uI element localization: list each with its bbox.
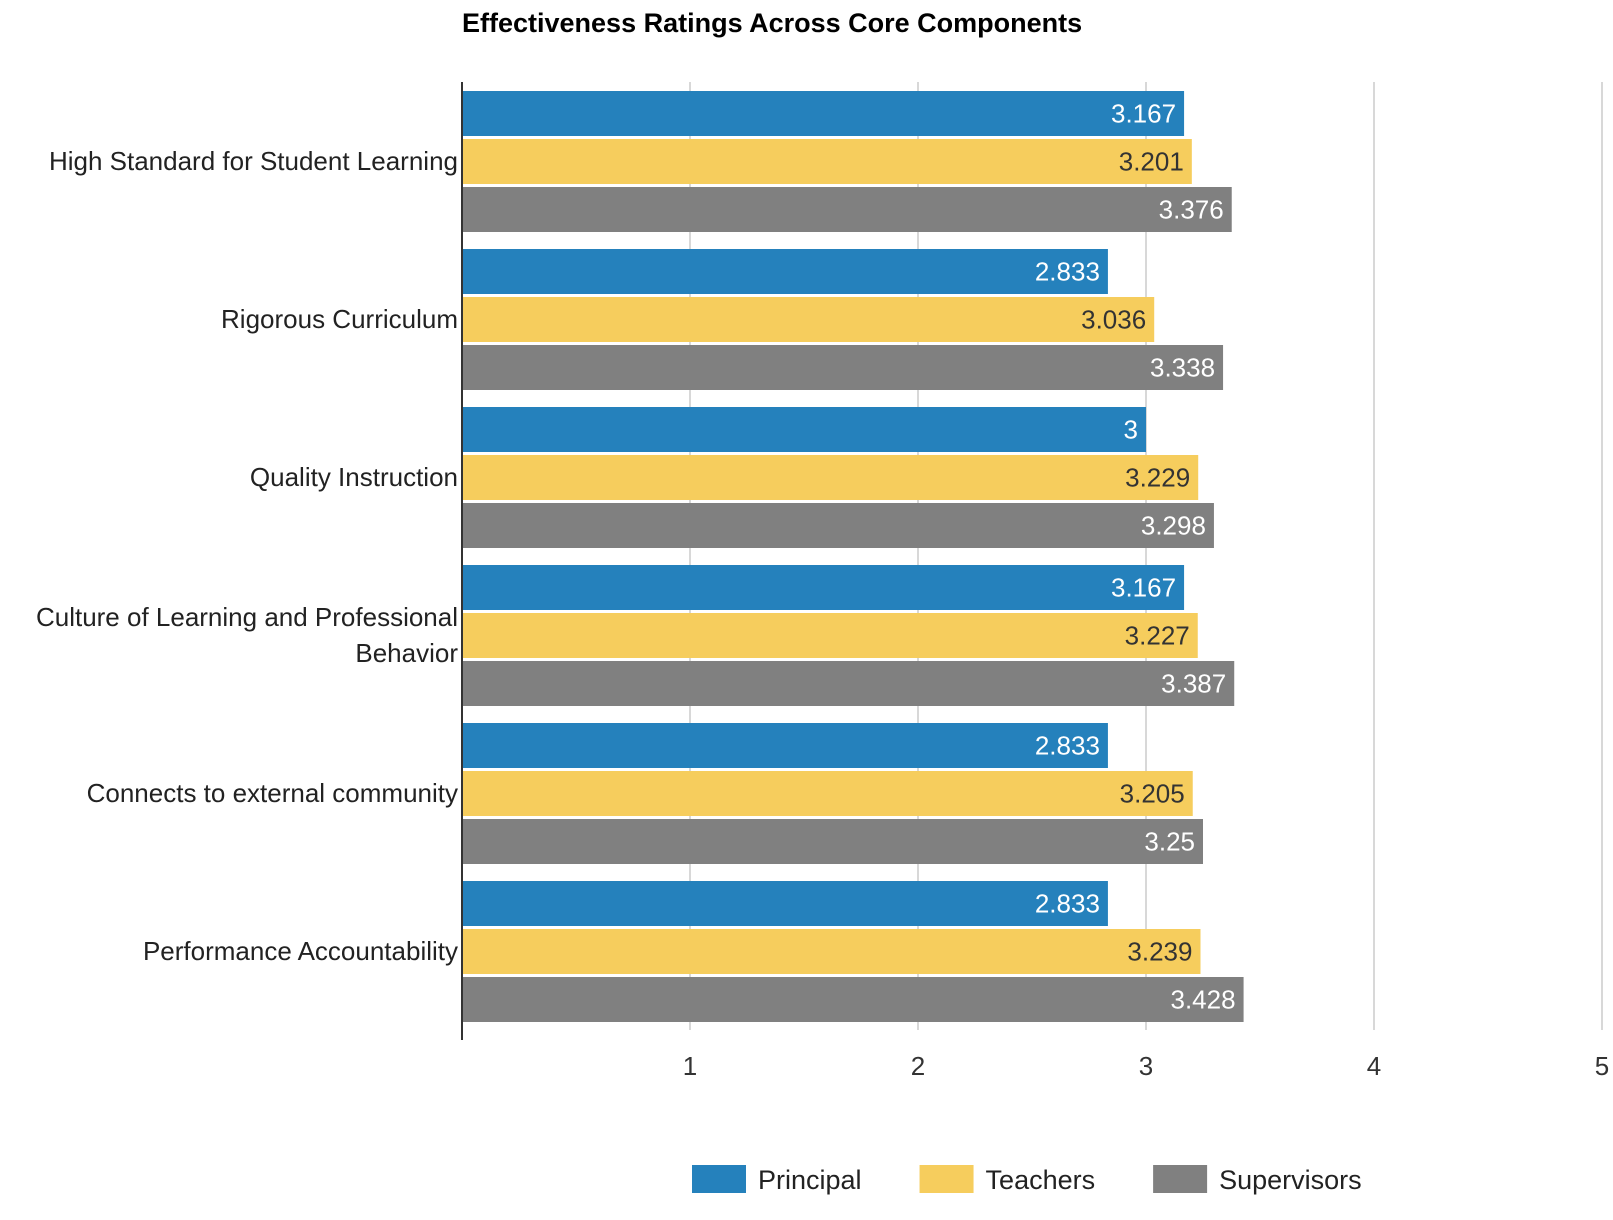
- legend-label: Supervisors: [1219, 1165, 1362, 1195]
- category-label: Culture of Learning and Professional Beha…: [36, 602, 458, 668]
- data-label: 3.201: [1119, 147, 1184, 177]
- bar-teachers: [462, 613, 1198, 658]
- data-label: 3.298: [1141, 511, 1206, 541]
- data-label: 3.428: [1171, 985, 1236, 1015]
- data-label: 3.167: [1111, 99, 1176, 129]
- bar-teachers: [462, 297, 1155, 342]
- legend-item-teachers: Teachers: [919, 1165, 1096, 1195]
- bars: [462, 91, 1244, 1022]
- data-label: 3.376: [1159, 195, 1224, 225]
- legend-swatch: [692, 1165, 746, 1193]
- x-tick-labels: 1 2 3 4 5: [683, 1051, 1609, 1081]
- bar-principal: [462, 249, 1108, 294]
- legend: Principal Teachers Supervisors: [692, 1165, 1362, 1195]
- x-tick-label: 2: [911, 1051, 925, 1081]
- bar-principal: [462, 407, 1146, 452]
- bar-supervisors: [462, 503, 1214, 548]
- x-tick-label: 1: [683, 1051, 697, 1081]
- data-label: 2.833: [1035, 257, 1100, 287]
- legend-item-principal: Principal: [692, 1165, 862, 1195]
- x-tick-label: 5: [1595, 1051, 1609, 1081]
- category-label: Connects to external community: [87, 778, 458, 808]
- data-label: 3.338: [1150, 353, 1215, 383]
- data-label: 3.387: [1161, 669, 1226, 699]
- data-label: 2.833: [1035, 731, 1100, 761]
- x-tick-label: 3: [1139, 1051, 1153, 1081]
- data-label: 3.205: [1120, 779, 1185, 809]
- gridlines: [689, 82, 1603, 1030]
- bar-principal: [462, 723, 1108, 768]
- category-label: Quality Instruction: [250, 462, 458, 492]
- bar-teachers: [462, 139, 1192, 184]
- bar-teachers: [462, 929, 1201, 974]
- chart-title: Effectiveness Ratings Across Core Compon…: [462, 8, 1082, 38]
- data-label: 3.25: [1144, 827, 1195, 857]
- category-labels: High Standard for Student Learning Rigoro…: [36, 146, 458, 966]
- legend-label: Principal: [758, 1165, 862, 1195]
- bar-supervisors: [462, 187, 1232, 232]
- data-label: 3.239: [1127, 937, 1192, 967]
- category-label: Rigorous Curriculum: [221, 304, 458, 334]
- category-label: Performance Accountability: [143, 936, 458, 966]
- bar-supervisors: [462, 819, 1203, 864]
- data-label: 3.036: [1081, 305, 1146, 335]
- x-tick-label: 4: [1367, 1051, 1381, 1081]
- bar-principal: [462, 91, 1185, 136]
- data-label: 3.227: [1125, 621, 1190, 651]
- bar-supervisors: [462, 661, 1235, 706]
- data-label: 3: [1124, 415, 1138, 445]
- data-label: 3.167: [1111, 573, 1176, 603]
- legend-label: Teachers: [986, 1165, 1096, 1195]
- category-label: High Standard for Student Learning: [49, 146, 458, 176]
- bar-teachers: [462, 455, 1199, 500]
- bar-supervisors: [462, 345, 1224, 390]
- bar-principal: [462, 881, 1108, 926]
- bar-principal: [462, 565, 1185, 610]
- legend-item-supervisors: Supervisors: [1153, 1165, 1362, 1195]
- legend-swatch: [1153, 1165, 1208, 1193]
- bar-supervisors: [462, 977, 1244, 1022]
- bar-teachers: [462, 771, 1193, 816]
- data-label: 3.229: [1125, 463, 1190, 493]
- legend-swatch: [919, 1165, 974, 1193]
- data-label: 2.833: [1035, 889, 1100, 919]
